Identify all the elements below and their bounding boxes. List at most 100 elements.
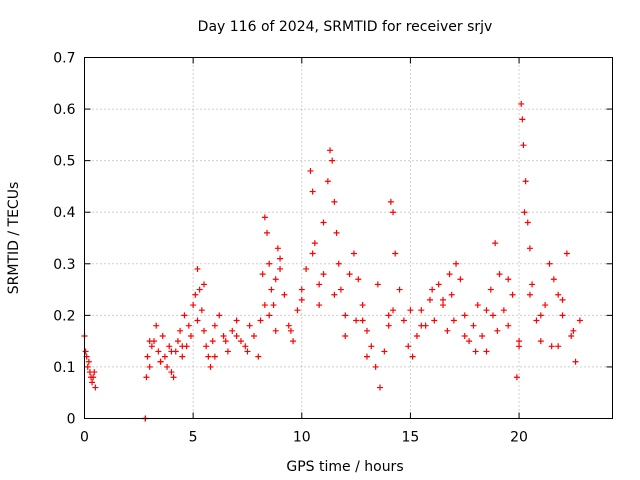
data-point [216, 312, 223, 319]
data-point [92, 384, 99, 391]
x-tick-label: 20 [510, 430, 528, 446]
data-point [496, 271, 503, 278]
data-point [266, 260, 273, 267]
data-point [261, 214, 268, 221]
data-point [396, 286, 403, 293]
data-point [222, 338, 229, 345]
data-point [307, 167, 314, 174]
data-point [242, 343, 249, 350]
data-point [570, 327, 577, 334]
data-point [472, 348, 479, 355]
data-point [143, 374, 150, 381]
data-point [521, 209, 528, 216]
data-point [211, 353, 218, 360]
x-tick-label: 15 [402, 430, 420, 446]
data-point [211, 322, 218, 329]
data-point [435, 281, 442, 288]
data-point [82, 348, 89, 355]
data-point [185, 322, 192, 329]
data-point [522, 178, 529, 185]
data-point [474, 302, 481, 309]
data-point [418, 307, 425, 314]
data-point [524, 219, 531, 226]
data-point [513, 374, 520, 381]
data-point [194, 265, 201, 272]
data-point [555, 291, 562, 298]
data-point [446, 271, 453, 278]
data-point [264, 229, 271, 236]
data-point [179, 353, 186, 360]
y-tick-label: 0.7 [53, 51, 75, 67]
data-point [516, 343, 523, 350]
data-point [203, 343, 210, 350]
chart-title: Day 116 of 2024, SRMTID for receiver srj… [198, 19, 493, 35]
data-point [487, 286, 494, 293]
data-point [533, 317, 540, 324]
data-point [385, 322, 392, 329]
data-point [316, 302, 323, 309]
x-axis-label: GPS time / hours [286, 459, 403, 475]
data-point [409, 353, 416, 360]
data-point [518, 100, 525, 107]
data-point [320, 219, 327, 226]
data-point [572, 358, 579, 365]
data-point [274, 245, 281, 252]
data-point [470, 322, 477, 329]
data-point [324, 178, 331, 185]
data-point [255, 353, 262, 360]
data-point [91, 369, 98, 376]
data-point [479, 332, 486, 339]
data-point [90, 374, 97, 381]
data-point [390, 307, 397, 314]
data-point [233, 332, 240, 339]
y-tick-label: 0.5 [53, 154, 75, 170]
data-point [198, 307, 205, 314]
data-point [89, 379, 96, 386]
data-point [246, 322, 253, 329]
data-point [272, 327, 279, 334]
data-point [85, 358, 92, 365]
data-point [431, 317, 438, 324]
data-point [161, 353, 168, 360]
data-point [309, 250, 316, 257]
y-tick-label: 0.3 [53, 257, 75, 273]
data-point [387, 198, 394, 205]
data-point [342, 332, 349, 339]
data-point [148, 343, 155, 350]
data-point [333, 229, 340, 236]
data-point [509, 291, 516, 298]
data-point [374, 281, 381, 288]
data-point [157, 358, 164, 365]
data-point [164, 363, 171, 370]
y-tick-label: 0 [67, 412, 76, 428]
data-point [461, 312, 468, 319]
data-point [537, 312, 544, 319]
data-point [298, 296, 305, 303]
data-point [250, 332, 257, 339]
data-point [257, 317, 264, 324]
data-point [537, 338, 544, 345]
data-point [294, 307, 301, 314]
data-point [268, 286, 275, 293]
data-point [270, 302, 277, 309]
data-point [392, 250, 399, 257]
data-point [450, 317, 457, 324]
data-point [144, 353, 151, 360]
data-point [201, 327, 208, 334]
data-point [146, 363, 153, 370]
data-point [489, 312, 496, 319]
data-point [277, 255, 284, 262]
data-point [359, 317, 366, 324]
data-point [407, 307, 414, 314]
data-point [505, 276, 512, 283]
y-axis-label: SRMTID / TECUs [6, 182, 22, 295]
data-point [261, 302, 268, 309]
data-point [400, 317, 407, 324]
data-point [559, 296, 566, 303]
data-point [281, 291, 288, 298]
data-point [559, 312, 566, 319]
data-point [529, 281, 536, 288]
data-point [205, 353, 212, 360]
data-point [329, 157, 336, 164]
